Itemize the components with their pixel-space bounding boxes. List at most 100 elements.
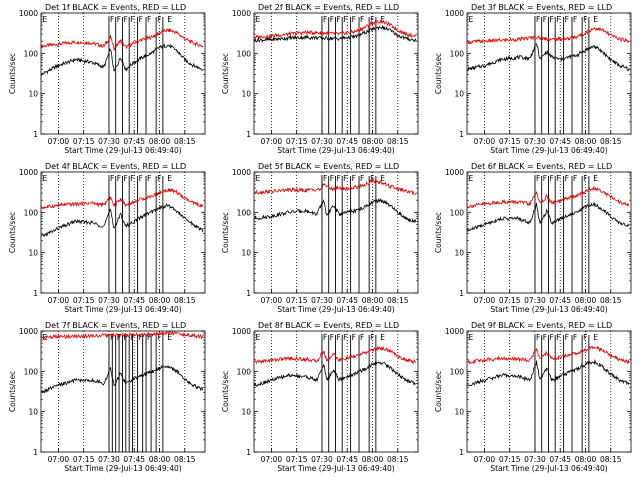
y-tick-label: 10 — [454, 408, 464, 417]
extra-marker-label: E — [593, 333, 598, 342]
series-lld-line — [254, 345, 417, 365]
panel-title: Det 8f BLACK = Events, RED = LLD — [258, 321, 399, 330]
extra-marker-label: E — [380, 333, 385, 342]
flare-marker-label: F — [147, 333, 151, 342]
panel-title: Det 9f BLACK = Events, RED = LLD — [471, 321, 612, 330]
series-events-line — [254, 25, 417, 44]
x-tick-label: 07:15 — [499, 296, 521, 305]
flare-marker-label: F — [549, 15, 553, 24]
flare-marker-label: F — [117, 15, 121, 24]
flare-marker-label: F — [139, 333, 143, 342]
extra-marker-label: E — [469, 174, 474, 183]
x-tick-label: 07:15 — [73, 137, 95, 146]
flare-marker-label: F — [360, 174, 364, 183]
x-tick-label: 08:00 — [362, 137, 384, 146]
x-tick-label: 07:00 — [261, 455, 283, 464]
flare-marker-label: F — [123, 15, 127, 24]
y-axis-label: Counts/sec — [8, 371, 17, 412]
y-tick-label: 100 — [24, 49, 39, 58]
flare-marker-label: F — [110, 15, 114, 24]
flare-marker-label: F — [343, 174, 347, 183]
y-tick-label: 1 — [246, 130, 251, 139]
x-tick-label: 07:45 — [123, 137, 145, 146]
x-axis-label: Start Time (29-Jul-13 06:49:40) — [64, 305, 181, 314]
extra-marker-label: E — [593, 174, 598, 183]
flare-marker-label: F — [323, 333, 327, 342]
series-lld-line — [467, 345, 630, 365]
y-axis-label: Counts/sec — [434, 212, 443, 253]
x-tick-label: 08:00 — [575, 137, 597, 146]
y-tick-label: 10 — [28, 408, 38, 417]
y-axis-label: Counts/sec — [434, 53, 443, 94]
series-lld-line — [254, 178, 417, 196]
flare-marker-label: F — [543, 333, 547, 342]
y-tick-label: 10 — [28, 249, 38, 258]
series-events-line — [467, 358, 630, 387]
flare-marker-label: F — [330, 333, 334, 342]
flare-marker-label: F — [565, 174, 569, 183]
flare-marker-label: F — [352, 333, 356, 342]
flare-marker-label: F — [360, 333, 364, 342]
y-tick-label: 1 — [33, 130, 38, 139]
y-axis-label: Counts/sec — [221, 371, 230, 412]
flare-marker-label: F — [130, 15, 134, 24]
flare-marker-label: F — [549, 333, 553, 342]
y-tick-label: 1000 — [445, 9, 464, 18]
x-tick-label: 08:15 — [174, 455, 196, 464]
x-tick-label: 07:30 — [524, 296, 546, 305]
y-tick-label: 100 — [24, 367, 39, 376]
y-axis-label: Counts/sec — [434, 371, 443, 412]
flare-marker-label: F — [147, 174, 151, 183]
flare-marker-label: F — [336, 15, 340, 24]
flare-marker-label: F — [323, 15, 327, 24]
x-tick-label: 07:45 — [336, 455, 358, 464]
panel-title: Det 5f BLACK = Events, RED = LLD — [258, 162, 399, 171]
flare-marker-label: F — [110, 174, 114, 183]
y-tick-label: 10 — [241, 249, 251, 258]
y-tick-label: 1 — [246, 289, 251, 298]
x-tick-label: 07:00 — [474, 455, 496, 464]
extra-marker-label: E — [469, 15, 474, 24]
x-tick-label: 07:45 — [549, 455, 571, 464]
plot-frame — [253, 330, 419, 453]
x-tick-label: 08:15 — [600, 455, 622, 464]
y-tick-label: 10 — [28, 90, 38, 99]
y-axis-label: Counts/sec — [8, 212, 17, 253]
y-tick-label: 1 — [459, 289, 464, 298]
y-tick-label: 1 — [459, 130, 464, 139]
x-tick-label: 07:30 — [311, 137, 333, 146]
x-axis-label: Start Time (29-Jul-13 06:49:40) — [64, 146, 181, 155]
flare-marker-label: F — [583, 15, 587, 24]
y-tick-label: 1000 — [232, 327, 251, 336]
x-tick-label: 08:15 — [387, 455, 409, 464]
x-tick-label: 07:45 — [549, 137, 571, 146]
y-tick-label: 100 — [237, 49, 252, 58]
plot-frame — [40, 171, 206, 294]
flare-marker-label: F — [117, 174, 121, 183]
plot-frame — [253, 12, 419, 135]
panel-title: Det 2f BLACK = Events, RED = LLD — [258, 3, 399, 12]
x-tick-label: 07:00 — [474, 296, 496, 305]
plot-frame — [253, 171, 419, 294]
flare-marker-label: F — [139, 15, 143, 24]
series-lld-line — [467, 27, 630, 45]
plot-frame — [40, 12, 206, 135]
flare-marker-label: F — [352, 174, 356, 183]
flare-marker-label: F — [573, 333, 577, 342]
flare-marker-label: F — [110, 333, 114, 342]
extra-marker-label: E — [256, 174, 261, 183]
x-tick-label: 08:00 — [362, 455, 384, 464]
x-tick-label: 07:15 — [73, 296, 95, 305]
flare-marker-label: F — [583, 333, 587, 342]
flare-marker-label: F — [336, 333, 340, 342]
x-tick-label: 08:00 — [149, 137, 171, 146]
y-tick-label: 1000 — [445, 327, 464, 336]
x-tick-label: 08:15 — [600, 137, 622, 146]
y-tick-label: 1 — [246, 448, 251, 457]
x-tick-label: 07:30 — [98, 455, 120, 464]
x-tick-label: 07:00 — [474, 137, 496, 146]
